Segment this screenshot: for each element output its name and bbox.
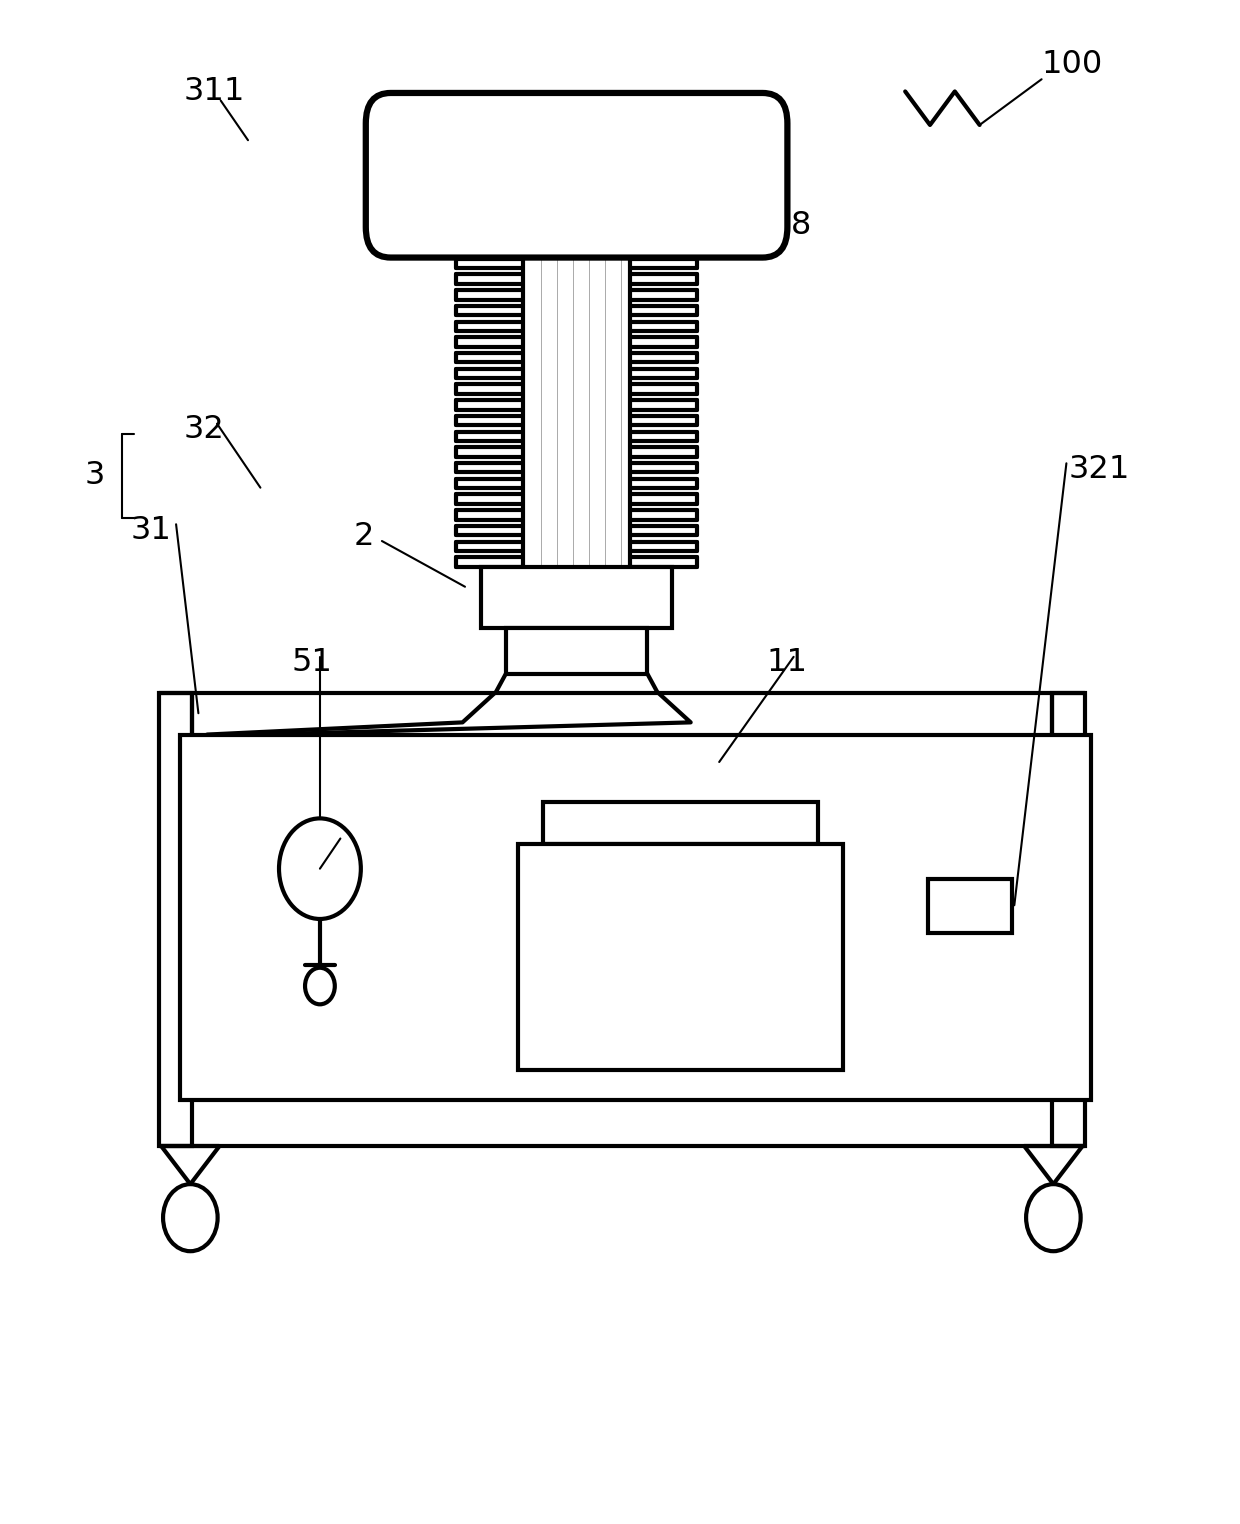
Bar [180, 735, 1091, 1100]
FancyBboxPatch shape [366, 93, 787, 258]
Text: 8: 8 [791, 210, 811, 241]
Text: 3: 3 [84, 460, 104, 491]
Bar [543, 802, 818, 844]
Circle shape [164, 1184, 218, 1251]
Bar [159, 693, 192, 1146]
Circle shape [305, 968, 335, 1004]
Text: 31: 31 [130, 515, 171, 546]
Bar [1052, 693, 1085, 1146]
Text: 1: 1 [419, 91, 440, 122]
Text: 11: 11 [766, 648, 807, 678]
Bar [481, 567, 672, 628]
Text: 32: 32 [184, 415, 224, 445]
Text: 311: 311 [184, 76, 244, 107]
Text: 100: 100 [1042, 49, 1102, 79]
Bar [518, 844, 843, 1070]
Circle shape [1025, 1184, 1080, 1251]
Text: 321: 321 [1069, 454, 1130, 485]
Circle shape [279, 818, 361, 919]
Text: 2: 2 [353, 521, 374, 552]
Bar [928, 879, 1012, 933]
Text: 51: 51 [291, 648, 332, 678]
Bar [506, 628, 647, 674]
